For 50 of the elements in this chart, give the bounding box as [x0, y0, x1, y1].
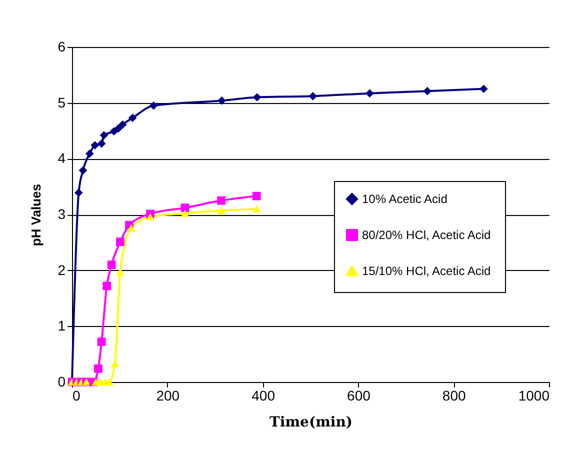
legend-label: 10% Acetic Acid	[362, 192, 448, 206]
point	[100, 131, 108, 140]
point	[110, 360, 120, 368]
point	[149, 101, 158, 110]
point	[128, 114, 137, 122]
y-tick-label: 0	[58, 374, 66, 390]
point	[252, 192, 261, 200]
x-tick-label: 0	[72, 388, 80, 404]
x-tick-label: 1000	[518, 388, 550, 404]
point	[90, 141, 100, 150]
point	[218, 96, 226, 105]
point	[94, 364, 102, 373]
y-tick-label: 4	[58, 150, 66, 166]
point	[252, 93, 262, 102]
point	[146, 213, 154, 220]
y-tick-label: 3	[58, 206, 66, 222]
point	[479, 84, 488, 94]
point	[102, 282, 112, 290]
x-axis-title: Time(min)	[269, 414, 353, 430]
legend-label: 15/10% HCl, Acetic Acid	[362, 264, 491, 278]
point	[114, 124, 122, 133]
point	[74, 188, 83, 197]
x-tick-label: 200	[156, 388, 180, 404]
point	[308, 92, 318, 100]
y-tick-label: 2	[58, 262, 66, 278]
point	[252, 205, 261, 213]
legend-label: 80/20% HCl, Acetic Acid	[362, 228, 491, 242]
x-tick-label: 400	[252, 388, 276, 404]
point	[107, 260, 116, 269]
point	[97, 139, 106, 148]
point	[423, 86, 432, 96]
y-tick-label: 6	[58, 38, 66, 54]
y-tick-label: 1	[58, 318, 66, 334]
point	[126, 224, 136, 232]
point	[78, 166, 88, 175]
point	[116, 268, 124, 276]
x-tick-label: 800	[442, 388, 466, 404]
point	[365, 89, 374, 98]
point	[85, 149, 94, 158]
point	[97, 338, 106, 346]
point	[217, 206, 226, 214]
y-tick-label: 5	[58, 94, 66, 110]
y-axis-title: pH Values	[28, 184, 44, 246]
point	[217, 196, 226, 205]
point	[118, 120, 127, 129]
point	[180, 210, 190, 218]
point	[116, 238, 124, 246]
point	[180, 204, 190, 212]
point	[105, 378, 114, 386]
x-tick-label: 600	[347, 388, 371, 404]
